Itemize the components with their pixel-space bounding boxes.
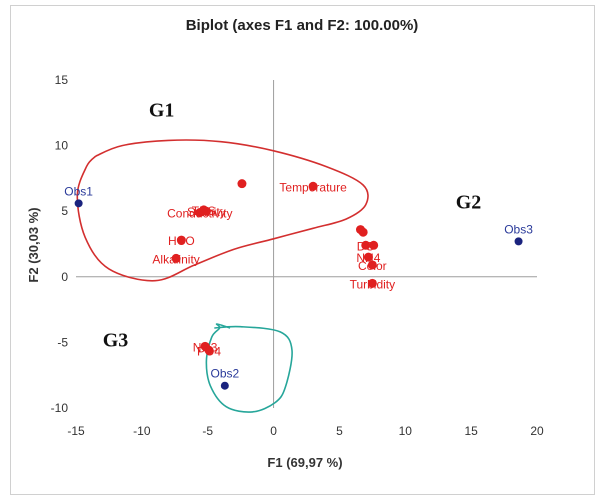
variable-point — [361, 240, 371, 250]
variable-point — [308, 181, 318, 191]
chart-frame — [10, 5, 595, 495]
variable-point — [237, 179, 247, 189]
variable-point — [363, 252, 373, 262]
variable-label: NO3 — [193, 340, 218, 354]
group-label: G3 — [103, 329, 129, 351]
variable-label: HCO — [168, 234, 195, 248]
variable-label: Conductivity — [167, 207, 232, 221]
variable-point — [367, 278, 377, 288]
observation-point — [220, 381, 229, 390]
variable-label: NH4 — [356, 251, 380, 265]
x-tick-label: -5 — [202, 424, 213, 438]
observation-label: Obs2 — [210, 367, 239, 381]
observation-label: Obs3 — [504, 222, 533, 236]
y-tick-label: 15 — [55, 73, 69, 87]
g1-outline — [76, 139, 369, 282]
y-tick-label: -5 — [57, 335, 68, 349]
variable-point — [369, 240, 379, 250]
x-axis-label: F1 (69,97 %) — [267, 455, 342, 470]
variable-label: DO — [357, 239, 375, 253]
variable-label: PO4 — [197, 344, 221, 358]
x-tick-label: 0 — [270, 424, 277, 438]
variable-point — [358, 227, 368, 237]
y-tick-label: -10 — [51, 401, 69, 415]
variable-label: Color — [358, 259, 387, 273]
g3-outline — [205, 323, 293, 413]
y-tick-label: 10 — [55, 139, 69, 153]
x-tick-label: 5 — [336, 424, 343, 438]
y-tick-label: 0 — [61, 270, 68, 284]
variable-label: Salinity — [187, 205, 226, 219]
x-tick-label: 20 — [530, 424, 544, 438]
variable-point — [204, 345, 214, 355]
y-axis-label: F2 (30,03 %) — [26, 207, 41, 282]
x-tick-label: -15 — [67, 424, 85, 438]
variable-point — [201, 206, 211, 216]
variable-label: Alkalinity — [152, 252, 199, 266]
variable-label: TDS — [192, 204, 216, 218]
variable-point — [367, 260, 377, 270]
x-tick-label: 10 — [399, 424, 413, 438]
observation-label: Obs1 — [64, 184, 93, 198]
variable-label: Temperature — [279, 180, 347, 194]
x-tick-label: -10 — [133, 424, 151, 438]
variable-label: Turbidity — [350, 277, 396, 291]
observation-point — [514, 237, 523, 246]
group-label: G2 — [456, 192, 482, 214]
x-tick-label: 15 — [464, 424, 478, 438]
variable-point — [176, 235, 186, 245]
observation-point — [74, 199, 83, 208]
group-label: G1 — [149, 100, 175, 122]
chart-title: Biplot (axes F1 and F2: 100.00%) — [186, 17, 419, 34]
y-tick-label: 5 — [61, 204, 68, 218]
variable-point — [171, 253, 181, 263]
